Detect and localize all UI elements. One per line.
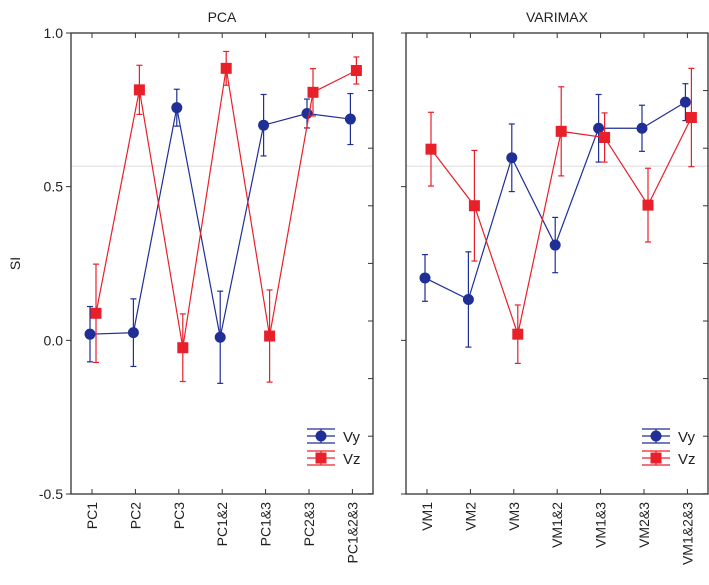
series-vy bbox=[419, 83, 691, 348]
legend-entry: Vy bbox=[642, 428, 695, 446]
data-point bbox=[214, 331, 226, 343]
data-point bbox=[419, 272, 431, 284]
data-point bbox=[350, 64, 362, 76]
data-point bbox=[593, 122, 605, 134]
x-tick-label: VM1&2&3 bbox=[679, 502, 695, 565]
x-tick-label: PC1&2&3 bbox=[344, 502, 360, 564]
legend-marker bbox=[315, 452, 327, 464]
legend-label: Vy bbox=[678, 429, 695, 446]
data-point bbox=[555, 125, 567, 137]
data-point bbox=[264, 330, 276, 342]
y-axis-label: SI bbox=[7, 257, 23, 270]
x-tick-label: PC1 bbox=[84, 502, 100, 529]
data-point bbox=[642, 199, 654, 211]
x-tick-label: VM2&3 bbox=[636, 502, 652, 548]
data-point bbox=[258, 119, 270, 131]
legend-label: Vy bbox=[343, 429, 360, 446]
data-point bbox=[506, 152, 518, 164]
y-tick-label: 0.5 bbox=[44, 179, 64, 195]
data-point bbox=[512, 328, 524, 340]
x-tick-label: VM1&3 bbox=[593, 502, 609, 548]
x-tick-label: VM1&2 bbox=[549, 502, 565, 548]
data-point bbox=[599, 131, 611, 143]
panel-varimax: VARIMAX VM1 VM2 VM3 VM1&2 VM1&3 VM2&3 VM1&2&3 Vy… bbox=[401, 9, 709, 565]
legend-marker bbox=[650, 430, 662, 442]
series-vz bbox=[425, 67, 697, 364]
panel-title: VARIMAX bbox=[526, 9, 589, 25]
data-point bbox=[679, 96, 691, 108]
data-point bbox=[90, 307, 102, 319]
y-tick-label: -0.5 bbox=[39, 486, 63, 502]
series-vz bbox=[90, 50, 362, 383]
legend-marker bbox=[315, 430, 327, 442]
legend-entry: Vz bbox=[307, 450, 361, 468]
data-point bbox=[425, 143, 437, 155]
legend-entry: Vy bbox=[307, 428, 360, 446]
plot-frame bbox=[405, 32, 709, 495]
data-point bbox=[468, 200, 480, 212]
x-tick-label: VM2 bbox=[462, 502, 478, 531]
x-tick-label: PC3 bbox=[171, 502, 187, 529]
data-point bbox=[127, 327, 139, 339]
data-point bbox=[171, 102, 183, 114]
legend-label: Vz bbox=[343, 451, 361, 468]
x-tick-label: VM1 bbox=[419, 502, 435, 531]
legend-marker bbox=[650, 452, 662, 464]
data-point bbox=[177, 342, 189, 354]
x-tick-label: VM3 bbox=[506, 502, 522, 531]
data-point bbox=[685, 112, 697, 124]
legend-label: Vz bbox=[678, 451, 696, 468]
data-point bbox=[307, 86, 319, 98]
x-tick-label: PC2 bbox=[127, 502, 143, 529]
panel-pca: PCA -0.5 0.0 0.5 1.0 SI PC1 PC2 PC3 PC1&2 PC1&3 PC2… bbox=[7, 9, 374, 564]
data-point bbox=[220, 62, 232, 74]
data-point bbox=[84, 328, 96, 340]
legend-entry: Vz bbox=[642, 450, 696, 468]
x-tick-label: PC1&3 bbox=[258, 502, 274, 547]
y-tick-label: 1.0 bbox=[44, 25, 64, 41]
data-point bbox=[549, 239, 561, 251]
data-point bbox=[344, 113, 356, 125]
x-tick-label: PC1&2 bbox=[214, 502, 230, 547]
x-tick-label: PC2&3 bbox=[301, 502, 317, 547]
data-point bbox=[636, 122, 648, 134]
data-point bbox=[133, 84, 145, 96]
data-point bbox=[301, 108, 313, 120]
data-point bbox=[462, 293, 474, 305]
panel-title: PCA bbox=[208, 9, 237, 25]
series-vy bbox=[84, 88, 356, 384]
y-tick-label: 0.0 bbox=[44, 332, 64, 348]
plot-frame bbox=[70, 32, 374, 495]
